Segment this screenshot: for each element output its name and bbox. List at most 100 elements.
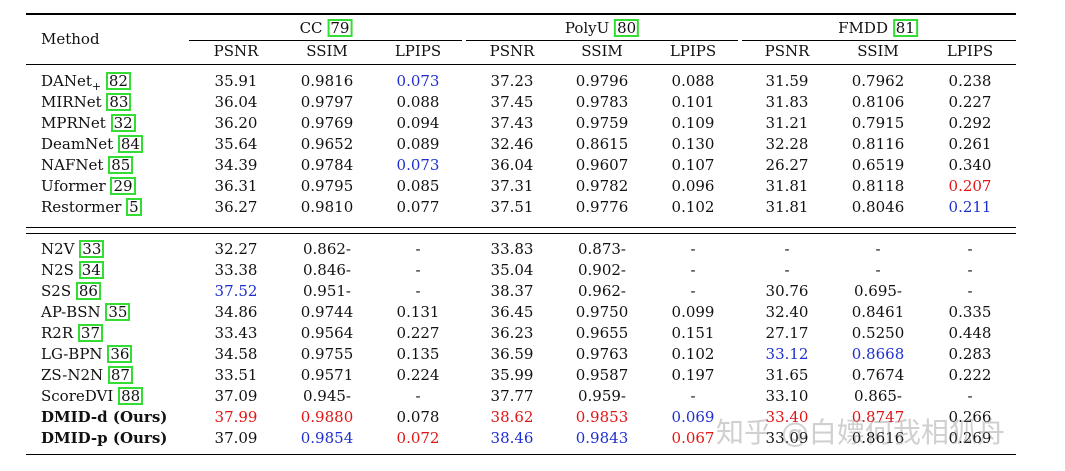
citation-box[interactable]: 37 (77, 324, 104, 342)
table-cell: 33.43 (214, 324, 258, 342)
table-cell: 0.096 (671, 177, 715, 195)
table-cell: 33.38 (214, 261, 258, 279)
table-cell: 36.45 (490, 303, 534, 321)
table-cell: - (967, 387, 973, 405)
table-cell: 0.9587 (575, 366, 629, 384)
table-bottom-rule (26, 454, 1016, 455)
table-cell: 0.959- (577, 387, 627, 405)
citation-box[interactable]: 84 (117, 135, 143, 153)
table-cell: 0.8106 (851, 93, 905, 111)
metric-header-fmdd-lpips: LPIPS (946, 42, 994, 60)
table-cell: - (875, 240, 881, 258)
table-cell: 35.99 (490, 366, 534, 384)
citation-box[interactable]: 36 (107, 345, 133, 363)
table-cell: 37.31 (490, 177, 534, 195)
table-cell: 0.902- (577, 261, 627, 279)
citation-box[interactable]: 5 (126, 198, 142, 216)
method-name: ScoreDVI 88 (41, 387, 144, 405)
group-name-fmdd: FMDD (838, 19, 888, 37)
table-cell: 0.8118 (851, 177, 905, 195)
table-cell: 35.91 (214, 72, 258, 90)
table-cell: 0.865- (853, 387, 903, 405)
table-cell: 0.292 (948, 114, 992, 132)
table-cell: 37.09 (214, 429, 258, 447)
section-divider-rule-1 (26, 227, 1016, 228)
table-cell: - (415, 387, 421, 405)
citation-box[interactable]: 81 (892, 19, 918, 37)
table-cell: 31.81 (765, 177, 809, 195)
method-label: MIRNet (41, 93, 102, 111)
citation-box[interactable]: 87 (107, 366, 133, 384)
citation-box[interactable]: 86 (75, 282, 101, 300)
table-cell: 0.072 (396, 429, 440, 447)
method-name: NAFNet 85 (41, 156, 134, 174)
method-label: DANet (41, 72, 92, 90)
table-cell: 34.58 (214, 345, 258, 363)
citation-box[interactable]: 88 (118, 387, 144, 405)
table-cell: 0.8116 (851, 135, 905, 153)
table-cell: 0.9783 (575, 93, 629, 111)
citation-box[interactable]: 79 (327, 19, 353, 37)
citation-box[interactable]: 35 (105, 303, 131, 321)
table-cell: - (875, 261, 881, 279)
method-label: AP-BSN (41, 303, 101, 321)
method-name: N2V 33 (41, 240, 105, 258)
table-cell: - (967, 240, 973, 258)
citation-box[interactable]: 34 (78, 261, 104, 279)
table-cell: 36.31 (214, 177, 258, 195)
method-label: N2S (41, 261, 74, 279)
table-cell: 0.227 (396, 324, 440, 342)
table-cell: 0.9655 (575, 324, 629, 342)
table-cell: 0.283 (948, 345, 992, 363)
citation-box[interactable]: 32 (110, 114, 136, 132)
metric-header-fmdd-ssim: SSIM (857, 42, 899, 60)
table-cell: 0.962- (577, 282, 627, 300)
group-name-polyu: PolyU (564, 19, 610, 37)
table-cell: 37.51 (490, 198, 534, 216)
citation-box[interactable]: 80 (614, 19, 640, 37)
table-cell: 0.9744 (300, 303, 354, 321)
citation-box[interactable]: 29 (110, 177, 136, 195)
table-cell: 0.151 (671, 324, 715, 342)
table-cell: 0.8046 (851, 198, 905, 216)
table-cell: 0.9755 (300, 345, 354, 363)
table-cell: - (690, 240, 696, 258)
citation-box[interactable]: 83 (106, 93, 132, 111)
method-label: R2R (41, 324, 74, 342)
group-name-cc: CC (299, 19, 323, 37)
metric-header-cc-lpips: LPIPS (394, 42, 442, 60)
table-cell: 30.76 (765, 282, 809, 300)
citation-box[interactable]: 85 (108, 156, 134, 174)
header-bottom-rule (26, 64, 1016, 65)
metric-header-fmdd-psnr: PSNR (764, 42, 810, 60)
table-cell: 38.37 (490, 282, 534, 300)
table-cell: 0.130 (671, 135, 715, 153)
table-cell: 0.227 (948, 93, 992, 111)
table-cell: 0.9652 (300, 135, 354, 153)
table-cell: 31.65 (765, 366, 809, 384)
table-cell: 38.62 (490, 408, 534, 426)
table-cell: 0.266 (948, 408, 992, 426)
table-cell: 0.9769 (300, 114, 354, 132)
table-cell: 0.089 (396, 135, 440, 153)
table-cell: 0.7674 (851, 366, 905, 384)
table-cell: 0.862- (302, 240, 352, 258)
table-cell: 32.46 (490, 135, 534, 153)
table-cell: 37.77 (490, 387, 534, 405)
table-cell: 34.39 (214, 156, 258, 174)
table-cell: 0.9607 (575, 156, 629, 174)
table-cell: 37.45 (490, 93, 534, 111)
table-cell: 0.9776 (575, 198, 629, 216)
table-cell: 0.077 (396, 198, 440, 216)
table-cell: 0.9880 (300, 408, 354, 426)
group-underline-cc (189, 40, 462, 41)
citation-box[interactable]: 33 (79, 240, 105, 258)
method-name: Restormer 5 (41, 198, 142, 216)
citation-box[interactable]: 82 (105, 72, 131, 90)
method-label: MPRNet (41, 114, 106, 132)
table-cell: 36.20 (214, 114, 258, 132)
table-cell: 0.073 (396, 156, 440, 174)
table-cell: 0.088 (396, 93, 440, 111)
table-cell: 0.7962 (851, 72, 905, 90)
table-cell: 0.101 (671, 93, 715, 111)
